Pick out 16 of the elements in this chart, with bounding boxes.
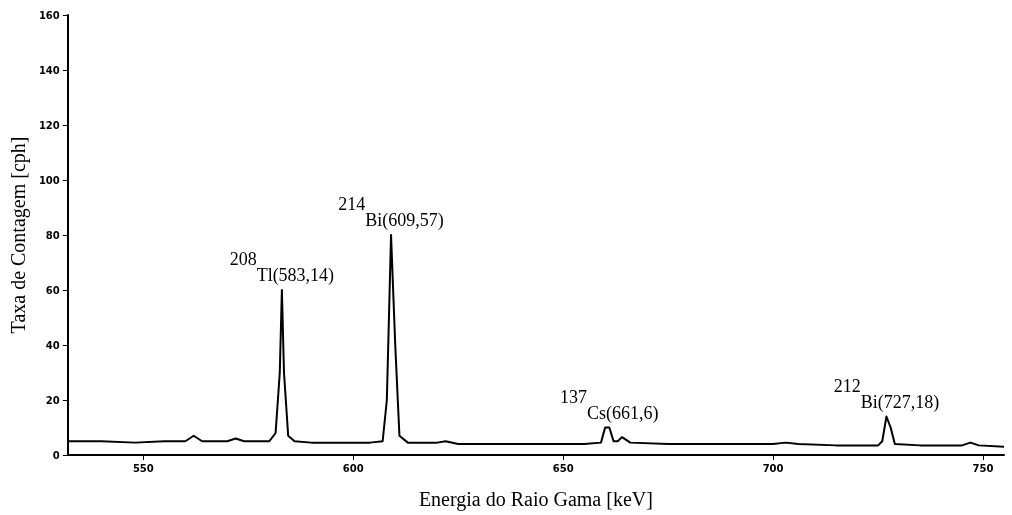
x-tick-label: 650 bbox=[552, 462, 574, 474]
x-tick-label: 750 bbox=[972, 462, 994, 474]
y-tick-label: 60 bbox=[45, 284, 60, 296]
y-tick-label: 40 bbox=[45, 339, 60, 351]
y-tick-label: 0 bbox=[52, 449, 60, 461]
x-axis-title: Energia do Raio Gama [keV] bbox=[418, 488, 653, 511]
y-tick-label: 20 bbox=[45, 394, 60, 406]
y-tick-label: 160 bbox=[38, 9, 60, 21]
y-axis-title: Taxa de Contagem [cph] bbox=[7, 136, 30, 334]
x-tick-label: 550 bbox=[132, 462, 154, 474]
x-tick-label: 700 bbox=[762, 462, 784, 474]
y-tick-label: 100 bbox=[38, 174, 60, 186]
x-tick-label: 600 bbox=[342, 462, 364, 474]
y-tick-label: 80 bbox=[45, 229, 60, 241]
y-tick-label: 120 bbox=[38, 119, 60, 131]
y-tick-label: 140 bbox=[38, 64, 60, 76]
